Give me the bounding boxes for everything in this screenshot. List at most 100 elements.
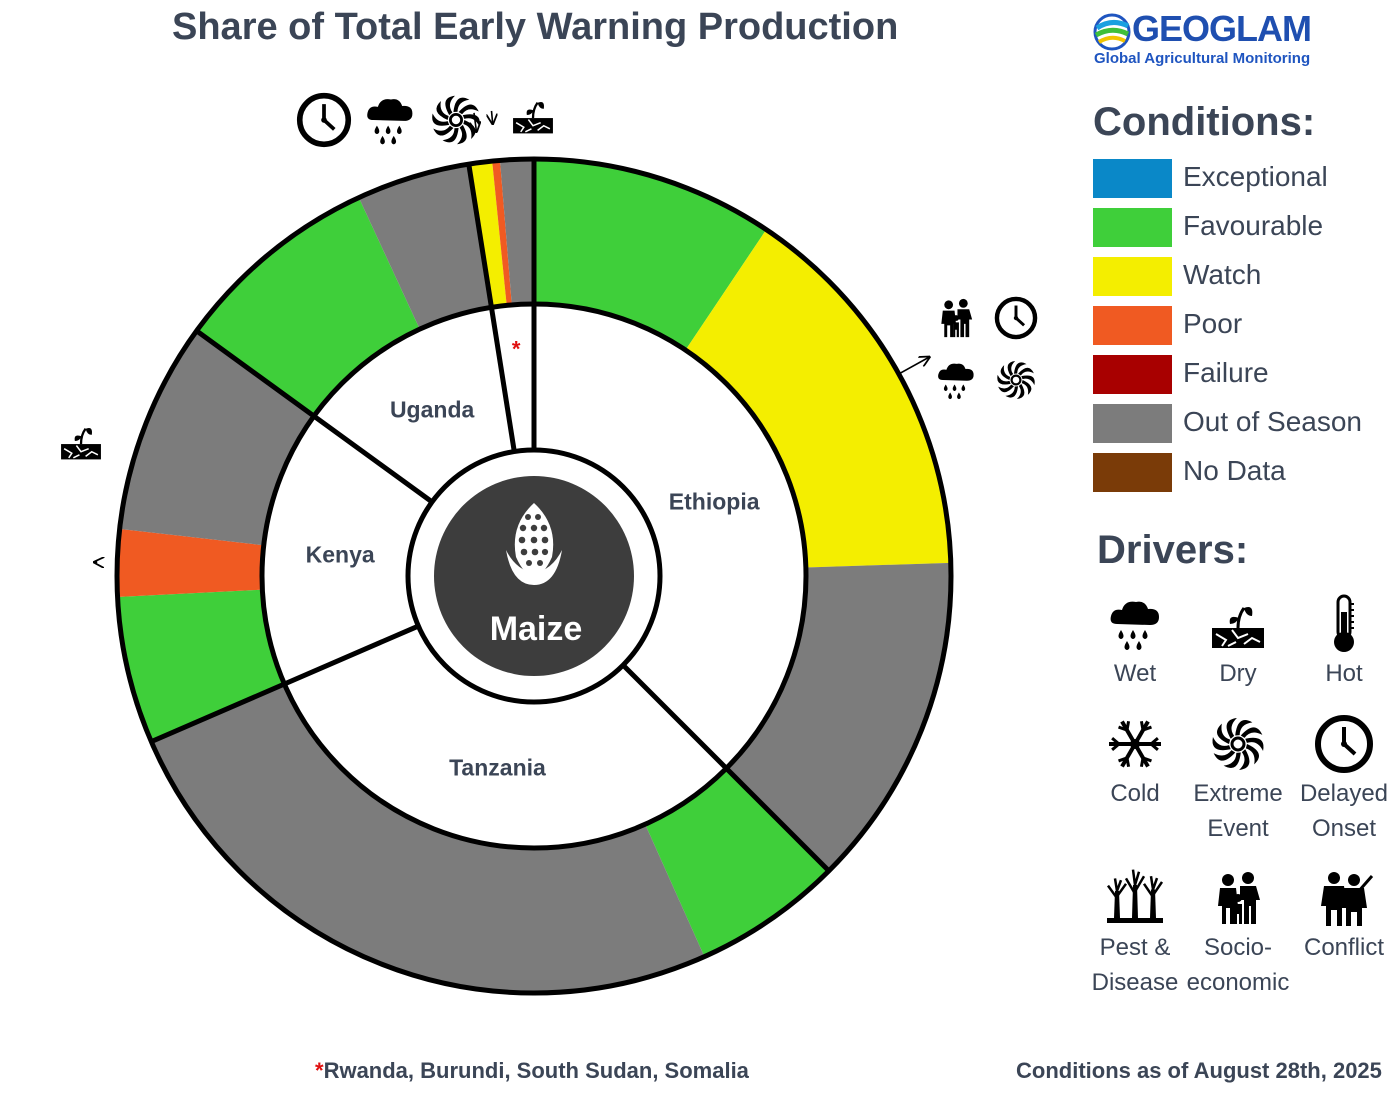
driver-label: Hot <box>1325 660 1363 687</box>
legend-item-out-of-season: Out of Season <box>1093 404 1393 444</box>
logo-wordmark: GEOGLAM <box>1132 8 1312 49</box>
legend-item-watch: Watch <box>1093 257 1393 297</box>
outer-segment-tanzania-out-of-season <box>151 684 705 994</box>
legend-swatch <box>1093 257 1172 296</box>
legend-swatch <box>1093 355 1172 394</box>
rain-cloud-icon <box>1110 601 1159 651</box>
cyclone-icon <box>432 95 480 145</box>
outer-segment-uganda-out-of-season <box>358 164 492 330</box>
country-label-kenya: Kenya <box>306 542 375 568</box>
country-divider-4 <box>466 163 517 452</box>
inner-segment-ethiopia <box>534 304 807 769</box>
dry-sprout-icon <box>1212 607 1264 648</box>
footnote-star: * <box>315 1058 324 1083</box>
legend-swatch <box>1093 453 1172 492</box>
legend-swatch <box>1093 404 1172 443</box>
conditions-title: Conditions: <box>1093 100 1316 144</box>
thermometer-icon <box>1334 594 1354 652</box>
legend-item-exceptional: Exceptional <box>1093 159 1393 199</box>
center-hub: Maize <box>405 447 663 705</box>
soldiers-icon <box>1321 872 1374 926</box>
footnote-text: Rwanda, Burundi, South Sudan, Somalia <box>323 1058 749 1083</box>
driver-delayed-onset: Delayed Onset <box>1289 712 1399 846</box>
driver-label: Extreme Event <box>1193 780 1283 842</box>
snowflake-icon <box>1109 720 1161 768</box>
country-label-tanzania: Tanzania <box>449 755 546 781</box>
footnote: *Rwanda, Burundi, South Sudan, Somalia <box>315 1058 749 1084</box>
clock-icon <box>1315 715 1373 773</box>
legend-label: Out of Season <box>1183 406 1363 437</box>
logo-subtitle: Global Agricultural Monitoring <box>1094 50 1311 67</box>
donut-chart: Ethiopia Tanzania Kenya Uganda * Maize <box>61 92 1038 996</box>
inner-ring <box>261 304 807 848</box>
legend-item-poor: Poor <box>1093 306 1393 346</box>
rain-cloud-icon <box>1110 601 1159 651</box>
country-label-uganda: Uganda <box>390 397 475 423</box>
outer-segment--poor <box>492 160 512 306</box>
dry-sprout-icon <box>1212 607 1264 648</box>
driver-cold: Cold <box>1080 712 1190 811</box>
outer-segment-ethiopia-out-of-season <box>726 562 952 871</box>
inner-segment-kenya <box>261 416 433 685</box>
driver-socio-economic: Socio-economic <box>1183 866 1293 1000</box>
legend-label: Failure <box>1183 357 1269 388</box>
legend-label: Poor <box>1183 308 1243 339</box>
legend-swatch <box>1093 306 1172 345</box>
soldiers-icon <box>1321 872 1374 926</box>
family-icon <box>941 298 973 338</box>
rain-cloud-icon <box>938 363 974 400</box>
thermometer-icon <box>1334 594 1354 652</box>
dead-trees-icon <box>1106 869 1164 923</box>
country-label-ethiopia: Ethiopia <box>669 488 760 514</box>
driver-label: Delayed Onset <box>1299 780 1389 842</box>
cyclone-icon <box>997 360 1035 400</box>
driver-label: Wet <box>1113 660 1157 687</box>
legend-swatch <box>1093 208 1172 247</box>
center-label: Maize <box>490 610 583 648</box>
driver-wet: Wet <box>1080 592 1190 691</box>
outer-segment-kenya-poor <box>117 528 264 597</box>
driver-hot: Hot <box>1289 592 1399 691</box>
legend-swatch <box>1093 159 1172 198</box>
geoglam-logo: GEOGLAM Global Agricultural Monitoring <box>1092 8 1312 70</box>
driver-pest-disease: Pest & Disease <box>1080 866 1190 1000</box>
country-divider-1 <box>621 663 831 873</box>
outer-ring <box>117 159 952 994</box>
dry-sprout-icon <box>61 427 101 460</box>
family-icon <box>1218 872 1260 924</box>
clock-icon <box>296 92 352 148</box>
country-label-other: * <box>512 337 521 362</box>
outer-segment-kenya-favourable <box>117 589 285 742</box>
cyclone-icon <box>1212 718 1264 770</box>
clock-icon <box>994 296 1038 340</box>
drivers-title: Drivers: <box>1097 528 1249 572</box>
chart-title: Share of Total Early Warning Production <box>172 6 899 48</box>
legend-item-favourable: Favourable <box>1093 208 1393 248</box>
callout-arrow <box>492 110 493 124</box>
driver-label: Pest & Disease <box>1091 934 1179 996</box>
outer-segment-ethiopia-favourable <box>534 159 767 351</box>
country-labels: Ethiopia Tanzania Kenya Uganda * <box>306 337 760 781</box>
callout-kenya-poor <box>61 427 101 562</box>
callout-other-watch <box>296 92 480 148</box>
legend-label: No Data <box>1183 455 1286 486</box>
driver-label: Cold <box>1110 780 1160 807</box>
rain-cloud-icon <box>367 99 413 145</box>
dry-sprout-icon <box>513 101 553 134</box>
ring-borders <box>114 156 954 996</box>
legend-item-no-data: No Data <box>1093 453 1393 493</box>
dead-trees-icon <box>1106 869 1164 923</box>
country-divider-3 <box>195 328 434 504</box>
driver-conflict: Conflict <box>1289 866 1399 965</box>
driver-label: Socio-economic <box>1186 934 1290 996</box>
driver-extreme-event: Extreme Event <box>1183 712 1293 846</box>
legend-label: Favourable <box>1183 210 1324 241</box>
country-divider-2 <box>150 623 420 744</box>
snowflake-icon <box>1109 720 1161 768</box>
callout-other-poor <box>492 101 553 134</box>
legend-label: Exceptional <box>1183 161 1328 192</box>
inner-segment- <box>491 304 534 452</box>
inner-segment-uganda <box>313 307 515 502</box>
driver-callouts <box>61 92 1038 563</box>
inner-segment-tanzania <box>284 626 727 848</box>
